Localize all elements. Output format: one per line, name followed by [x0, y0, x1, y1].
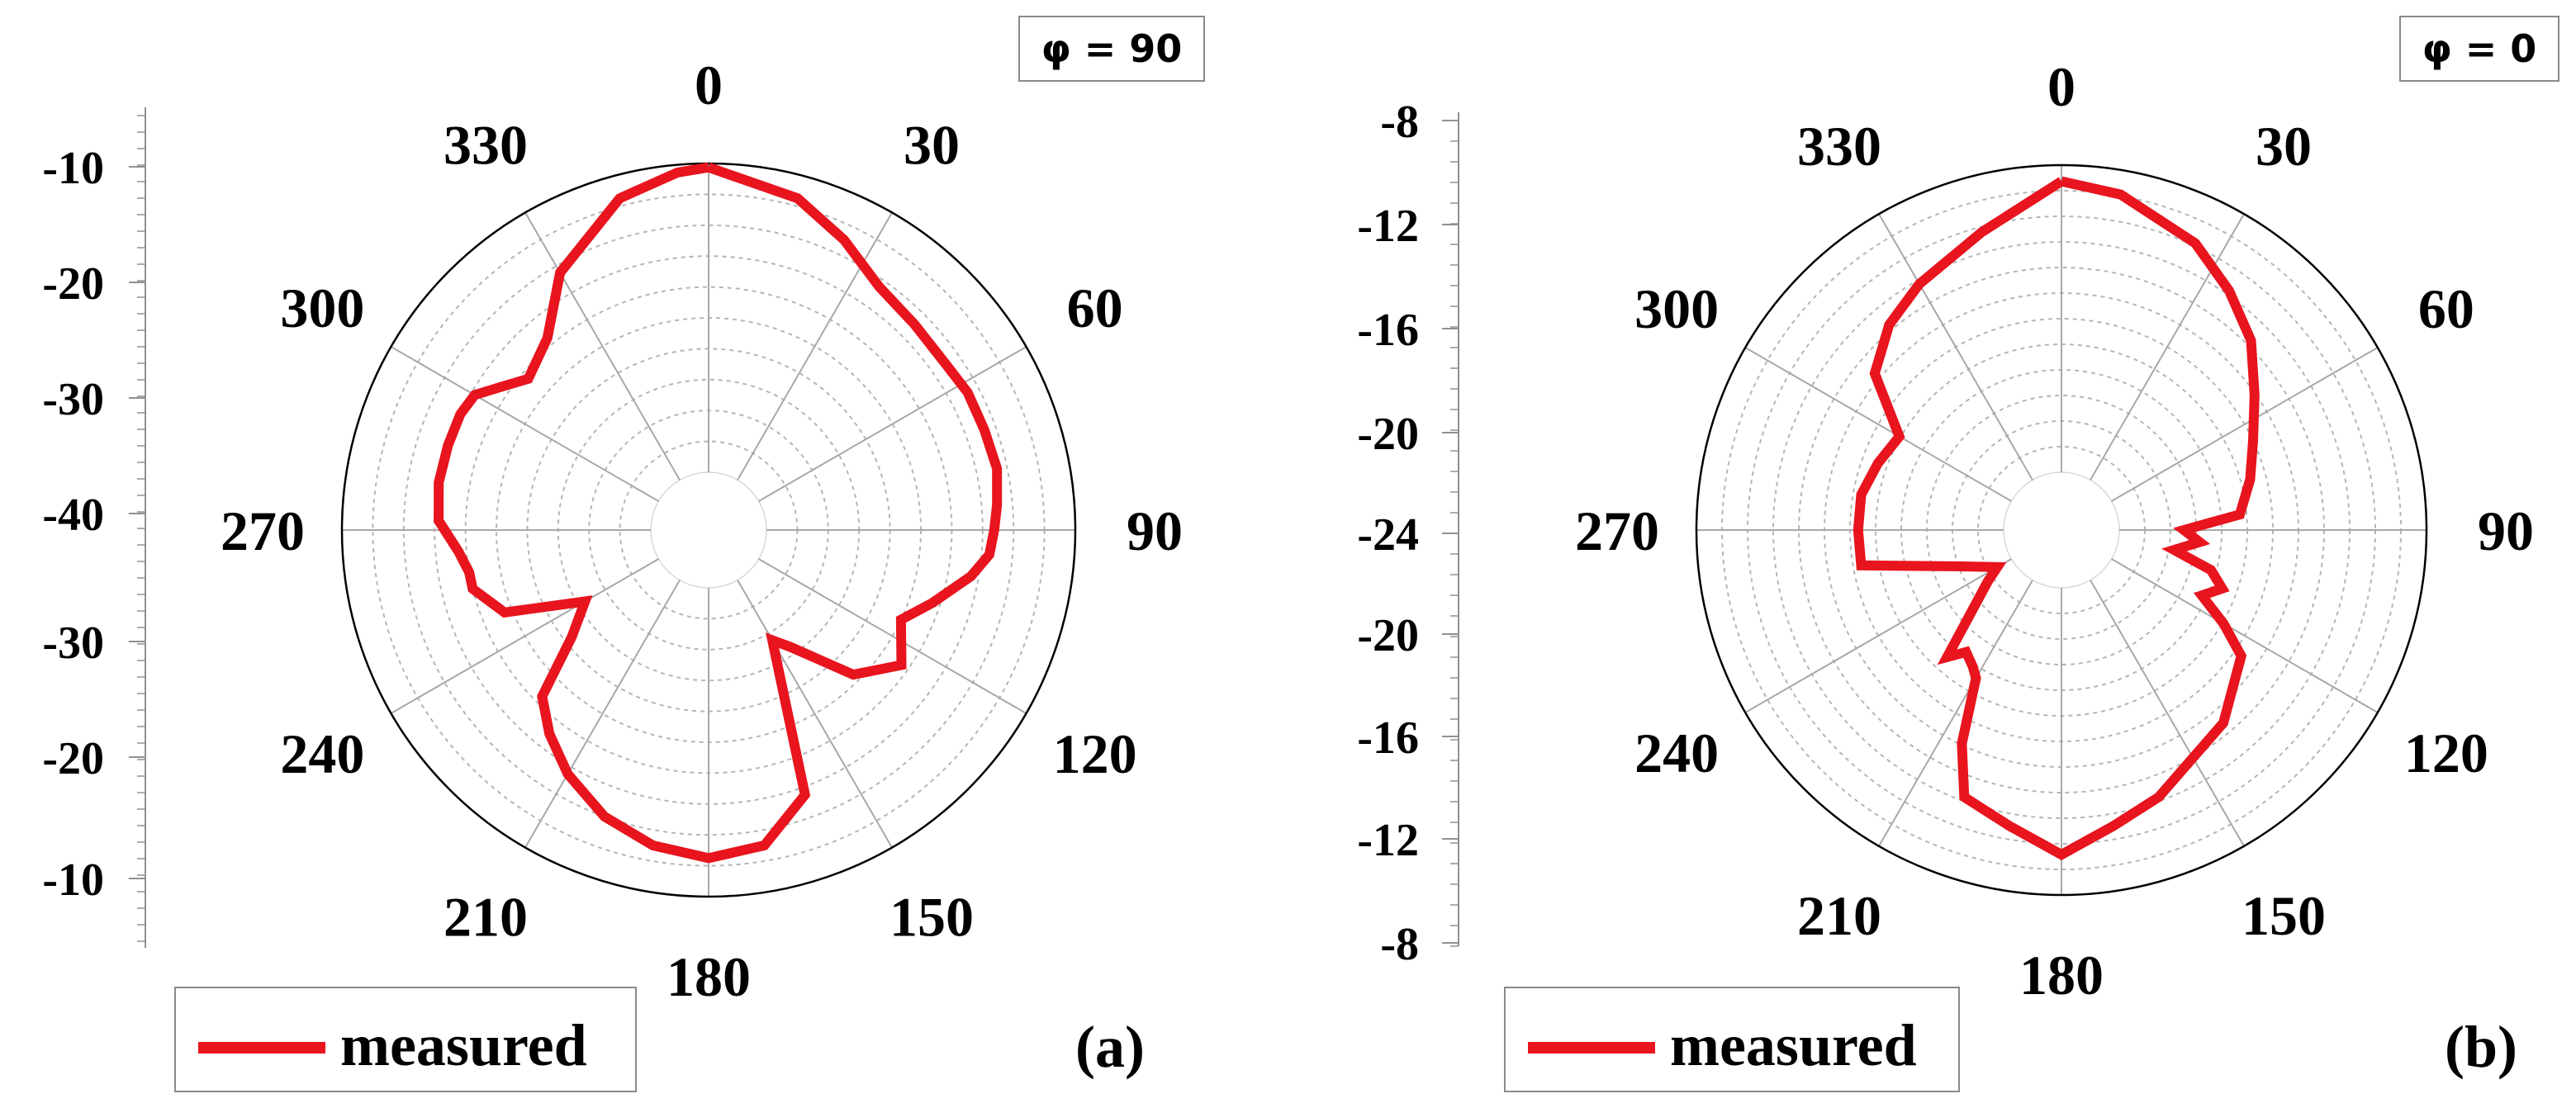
legend-box	[174, 987, 637, 1092]
angle-tick-label: 210	[1797, 884, 1881, 947]
annotation-box	[1018, 16, 1205, 82]
grid-spoke	[2090, 213, 2245, 481]
angle-tick-label: 270	[1575, 500, 1659, 562]
grid-inner-ring	[2003, 471, 2120, 589]
grid-spoke	[1878, 580, 2033, 847]
series-line-measured	[1853, 176, 2260, 860]
radial-tick-label: -8	[1380, 919, 1419, 970]
radial-tick-label: -8	[1380, 97, 1419, 148]
annotation-box	[2399, 16, 2559, 82]
angle-tick-label: 300	[1634, 277, 1719, 340]
polar-grid: 0 30 60 90 120 150 180 210 240 270 300 330 -10 -20 -30…	[42, 54, 1183, 1008]
panel-label: (a)	[1075, 1014, 1145, 1080]
polar-outer-circle	[340, 162, 1077, 898]
legend-b: measured	[1504, 987, 1960, 1092]
angle-tick-label: 60	[1067, 277, 1123, 339]
panel-label: (b)	[2445, 1014, 2517, 1080]
grid-spoke	[758, 346, 1027, 502]
series-line-measured	[434, 162, 1003, 864]
angle-tick-label: 150	[890, 886, 974, 949]
angle-tick-label: 90	[2478, 500, 2534, 562]
grid-spoke	[524, 211, 681, 481]
angle-tick-label: 330	[1797, 115, 1881, 178]
polar-panel-b: 0 30 60 90 120 150 180 210 240 270 300 330 -8 -12 -16 -…	[1357, 16, 2559, 1092]
grid-spoke	[2111, 558, 2379, 713]
grid-spoke	[1744, 558, 2012, 713]
angle-tick-label: 30	[904, 113, 960, 176]
angle-tick-label: 0	[2047, 55, 2076, 118]
angle-tick-label: 60	[2418, 277, 2474, 340]
annotation-b: φ = 0	[2399, 16, 2559, 82]
radial-tick-label: -24	[1357, 509, 1419, 561]
radial-tick-label: -16	[1357, 305, 1419, 356]
radial-tick-label: -20	[42, 258, 104, 310]
grid-spoke	[1878, 213, 2033, 481]
angle-tick-label: 90	[1127, 500, 1183, 562]
grid-spoke	[524, 580, 681, 849]
radial-tick-label: -12	[1357, 201, 1419, 252]
radial-tick-label: -20	[1357, 409, 1419, 460]
radial-tick-label: -40	[42, 490, 104, 541]
radial-tick-label: -20	[1357, 610, 1419, 661]
angle-tick-label: 330	[444, 113, 528, 176]
grid-spoke	[390, 558, 659, 714]
polar-grid: 0 30 60 90 120 150 180 210 240 270 300 330 -8 -12 -16 -…	[1357, 55, 2534, 1006]
polar-panel-a: 0 30 60 90 120 150 180 210 240 270 300 330 -10 -20 -30…	[42, 16, 1205, 1092]
legend-label: measured	[340, 1012, 587, 1078]
angle-tick-label: 210	[444, 886, 528, 949]
angle-tick-label: 240	[1634, 722, 1719, 784]
angle-tick-label: 120	[1053, 722, 1137, 785]
angle-tick-label: 180	[2019, 944, 2104, 1006]
grid-spoke	[758, 558, 1027, 714]
grid-spoke	[737, 211, 893, 481]
angle-tick-label: 150	[2242, 884, 2326, 947]
annotation-label: φ = 0	[2422, 26, 2537, 71]
angle-tick-label: 240	[280, 722, 364, 785]
legend-label: measured	[1670, 1012, 1917, 1078]
annotation-a: φ = 90	[1018, 16, 1205, 82]
angle-tick-label: 30	[2256, 115, 2312, 178]
angle-tick-label: 270	[221, 500, 305, 562]
radial-tick-label: -30	[42, 374, 104, 425]
radial-tick-label: -30	[42, 618, 104, 669]
legend-a: measured	[174, 987, 637, 1092]
radial-tick-label: -10	[42, 143, 104, 194]
grid-spoke	[390, 346, 659, 502]
angle-tick-label: 180	[667, 945, 751, 1008]
grid-spoke	[2090, 580, 2245, 847]
grid-spoke	[2111, 347, 2379, 502]
angle-tick-label: 300	[280, 277, 364, 339]
legend-box	[1504, 987, 1960, 1092]
radial-tick-label: -10	[42, 855, 104, 906]
grid-spoke	[1744, 347, 2012, 502]
grid-inner-ring	[650, 471, 767, 589]
angle-tick-label: 0	[695, 54, 723, 116]
radial-tick-label: -20	[42, 733, 104, 784]
radial-tick-label: -16	[1357, 713, 1419, 764]
annotation-label: φ = 90	[1041, 26, 1183, 71]
angle-tick-label: 120	[2404, 722, 2488, 784]
grid-spoke	[737, 580, 893, 849]
radial-tick-label: -12	[1357, 815, 1419, 866]
polar-outer-circle	[1695, 163, 2428, 897]
